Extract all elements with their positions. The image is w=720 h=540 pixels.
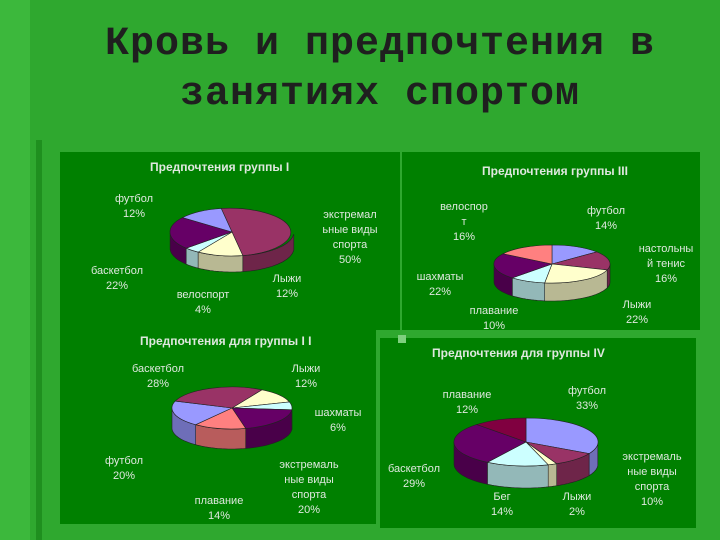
slice-label-skiing: Лыжи 12% xyxy=(272,273,302,300)
pie-slice-4 xyxy=(493,253,554,279)
pie-slice-2 xyxy=(231,407,293,429)
slice-label-running: Бег 14% xyxy=(490,491,514,518)
slice-label-skiing: Лыжи 22% xyxy=(622,299,652,326)
pie-slice-4 xyxy=(171,400,234,426)
bullet-marker xyxy=(398,335,406,343)
decor-band-outer xyxy=(0,0,30,540)
pie-chart-group1 xyxy=(169,207,295,273)
slide-title-line2: занятиях спортом xyxy=(179,72,581,117)
slice-label-chess: шахматы 6% xyxy=(314,407,362,434)
slice-label-football: футбол 14% xyxy=(586,205,626,232)
pie-slice-0 xyxy=(525,417,599,454)
slice-label-swimming: плавание 12% xyxy=(442,389,492,416)
slice-label-skiing: Лыжи 2% xyxy=(562,491,592,518)
slice-label-cycling: велоспорт 4% xyxy=(176,289,230,316)
slice-label-extreme: экстремаль ные виды спорта 20% xyxy=(279,459,339,516)
slice-label-basketball: баскетбол 28% xyxy=(132,363,184,390)
pie-slice-3 xyxy=(169,217,233,249)
pie-slice-3 xyxy=(194,407,247,430)
slice-label-football: футбол 33% xyxy=(567,385,607,412)
decor-band-inner xyxy=(36,140,42,540)
pie-chart-group2 xyxy=(171,386,293,450)
pie-slice-2 xyxy=(544,263,608,284)
slice-label-table-tennis: настольны й тенис 16% xyxy=(638,243,694,285)
pie-slice-5 xyxy=(174,386,263,409)
chart-title-group4: Предпочтения для группы IV xyxy=(432,346,605,360)
pie-slice-5 xyxy=(475,417,527,443)
slice-label-swimming: плавание 10% xyxy=(469,305,519,330)
slide-title-line1: Кровь и предпочтения в xyxy=(104,22,656,67)
slice-label-basketball: баскетбол 22% xyxy=(91,265,143,292)
pie-slice-0 xyxy=(551,244,598,265)
chart-title-group1: Предпочтения группы I xyxy=(150,160,290,174)
chart-title-group3: Предпочтения группы III xyxy=(482,164,628,178)
slice-label-cycling: велоспор т 16% xyxy=(440,201,488,243)
chart-panel-group3: Предпочтения группы III футбол 14% насто… xyxy=(402,152,700,330)
slice-label-football: футбол 20% xyxy=(104,455,144,482)
chart-panel-group2: Предпочтения для группы I I Лыжи 12% шах… xyxy=(60,330,376,524)
slice-label-extreme: экстремаль ные виды спорта 10% xyxy=(622,451,682,508)
chart-title-group2: Предпочтения для группы I I xyxy=(140,334,312,348)
pie-slice-4 xyxy=(181,208,233,233)
slice-label-football: футбол 12% xyxy=(114,193,154,220)
slice-label-chess: шахматы 22% xyxy=(416,271,464,298)
pie-chart-group4 xyxy=(453,417,599,489)
pie-side-2 xyxy=(547,463,557,488)
chart-panel-group4: Предпочтения для группы IV футбол 33% эк… xyxy=(380,338,696,528)
slice-label-extreme: экстремал ьные виды спорта 50% xyxy=(322,209,378,266)
pie-slice-4 xyxy=(453,424,527,463)
chart-panel-group1: Предпочтения группы I экстремал ьные вид… xyxy=(60,152,400,330)
slice-label-skiing: Лыжи 12% xyxy=(291,363,321,390)
pie-slice-3 xyxy=(486,441,549,467)
slide-title: Кровь и предпочтения в занятиях спортом xyxy=(60,20,700,120)
pie-chart-group3 xyxy=(493,244,611,302)
pie-slice-0 xyxy=(220,207,292,256)
slice-label-basketball: баскетбол 29% xyxy=(388,463,440,490)
slice-label-swimming: плавание 14% xyxy=(194,495,244,522)
pie-slice-5 xyxy=(502,244,553,265)
